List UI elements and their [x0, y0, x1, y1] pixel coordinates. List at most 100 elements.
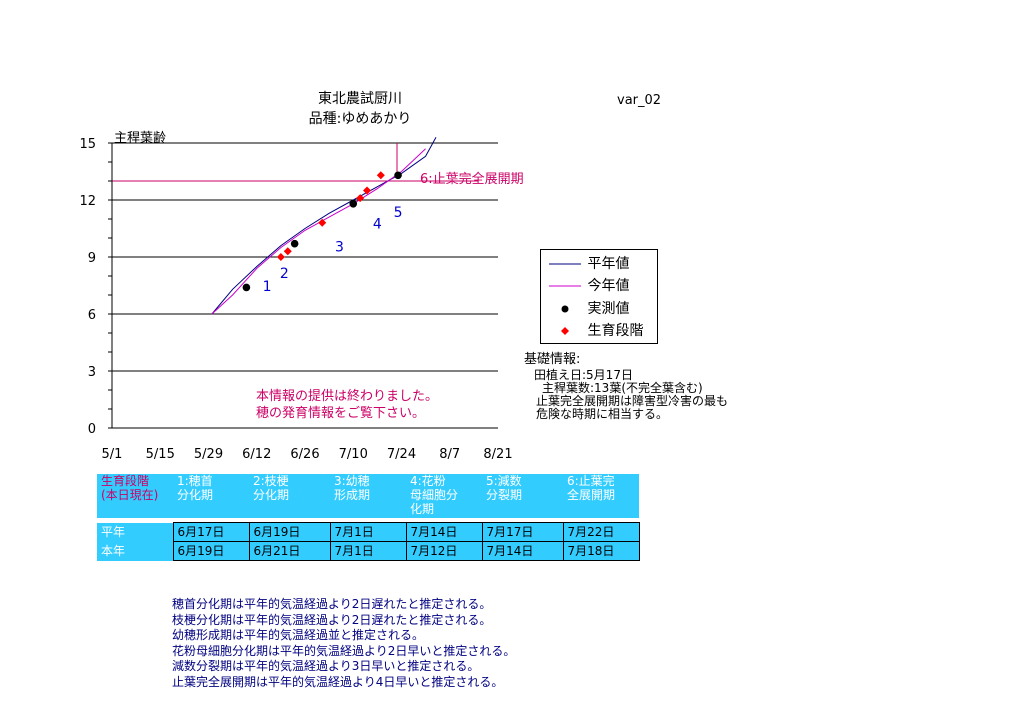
measured-point	[290, 239, 299, 248]
stage-header-label-1: 生育段階	[101, 474, 150, 488]
legend-item-measured: 実測値	[547, 298, 629, 318]
stage-point	[356, 194, 365, 203]
this-year-date-3: 7月1日	[329, 541, 407, 561]
basic-info-leaves: 主稈葉数:13葉(不完全葉含む)	[542, 381, 703, 395]
y-tick-label: 0	[88, 422, 96, 437]
stage-point	[363, 186, 372, 195]
stage-1-line-1: 1:穂首	[177, 474, 213, 488]
normal-date-3: 7月1日	[329, 522, 407, 542]
stage-header-label: 生育段階 (本日現在)	[97, 474, 173, 518]
version-label: var_02	[617, 93, 661, 108]
marker-group	[242, 171, 402, 292]
this-year-date-1: 6月19日	[172, 541, 250, 561]
x-tick-label: 7/24	[387, 447, 416, 462]
note-line: 止葉完全展開期は平年的気温経過より4日早いと推定される。	[172, 674, 504, 689]
stage-header-label-2: (本日現在)	[101, 488, 159, 502]
notice-line-1: 本情報の提供は終わりました。	[256, 389, 439, 404]
x-tick-label: 7/10	[339, 447, 368, 462]
x-tick-label: 6/12	[242, 447, 271, 462]
stage-header-2: 2:枝梗 分化期	[249, 474, 330, 518]
normal-date-6: 7月22日	[562, 522, 640, 542]
normal-year-line	[211, 137, 437, 315]
legend-diamond-icon	[561, 327, 569, 335]
legend-line-this-year	[549, 285, 581, 287]
stage-3-line-2: 形成期	[334, 488, 371, 502]
normal-date-5: 7月17日	[481, 522, 564, 542]
legend-line-normal	[549, 263, 581, 265]
stage-3-line-1: 3:幼穂	[334, 474, 370, 488]
measured-point	[349, 200, 358, 208]
chart-legend: 平年値 今年値 実測値 生育段階	[540, 249, 658, 344]
stage-number-label: 1	[263, 279, 272, 295]
basic-info-planting: 田植え日:5月17日	[534, 368, 633, 382]
legend-item-this-year: 今年値	[547, 275, 629, 295]
stage-point	[276, 253, 285, 261]
stage-header-5: 5:減数 分裂期	[482, 474, 563, 518]
measured-point	[242, 283, 251, 292]
legend-label-normal: 平年値	[587, 256, 630, 272]
x-tick-label: 5/29	[194, 447, 223, 462]
measured-point	[394, 171, 402, 180]
stage-4-line-1: 4:花粉	[410, 474, 446, 488]
basic-info-note-1: 止葉完全展開期は障害型冷害の最も	[536, 394, 729, 408]
estimate-notes: 穂首分化期は平年的気温経過より2日遅れたと推定される。 枝梗分化期は平年的気温経…	[172, 597, 515, 690]
this-year-date-4: 7月12日	[405, 541, 483, 561]
this-year-line	[211, 148, 426, 315]
stage-number-label: 5	[394, 205, 403, 221]
note-line: 減数分裂期は平年的気温経過より3日早いと推定される。	[172, 659, 480, 673]
note-line: 幼穂形成期は平年的気温経過並と推定される。	[172, 628, 425, 642]
end-of-service-notice: 本情報の提供は終わりました。 穂の発育情報をご覧下さい。	[256, 388, 438, 422]
row-label-this-year: 本年	[97, 541, 173, 561]
legend-label-stage: 生育段階	[587, 323, 644, 339]
legend-item-normal: 平年値	[547, 253, 629, 273]
y-axis-label: 主稈葉齢	[114, 131, 166, 146]
x-tick-label: 5/15	[146, 447, 175, 462]
normal-date-1: 6月17日	[172, 522, 250, 542]
notice-line-2: 穂の発育情報をご覧下さい。	[256, 406, 426, 421]
legend-label-this-year: 今年値	[587, 278, 630, 294]
stage-header-1: 1:穂首 分化期	[173, 474, 249, 518]
stage-1-line-2: 分化期	[177, 488, 214, 502]
stage-5-line-1: 5:減数	[486, 474, 522, 488]
y-tick-label: 12	[79, 194, 96, 209]
normal-date-4: 7月14日	[405, 522, 483, 542]
normal-date-2: 6月19日	[248, 522, 331, 542]
y-tick-label: 3	[88, 365, 96, 380]
chart-title: 東北農試厨川	[318, 91, 402, 107]
legend-label-measured: 実測値	[587, 301, 630, 317]
leaf-age-chart: 東北農試厨川 品種:ゆめあかり var_02 主稈葉齢 6:止葉完全展開期 0 3…	[79, 91, 661, 462]
reference-line-label: 6:止葉完全展開期	[420, 171, 524, 187]
stage-row-this-year: 本年 6月19日 6月21日 7月1日 7月12日 7月14日 7月18日	[97, 541, 640, 561]
stage-header-row: 生育段階 (本日現在) 1:穂首 分化期 2:枝梗 分化期 3:幼穂 形成期 4:花粉…	[97, 474, 639, 518]
stage-2-line-1: 2:枝梗	[253, 474, 289, 488]
stage-point	[376, 171, 385, 180]
stage-point	[318, 218, 327, 227]
stage-header-6: 6:止葉完 全展開期	[563, 474, 639, 518]
this-year-date-5: 7月14日	[481, 541, 564, 561]
stage-6-line-1: 6:止葉完	[567, 474, 615, 488]
this-year-date-2: 6月21日	[248, 541, 331, 561]
legend-item-stage: 生育段階	[547, 320, 643, 340]
basic-info-heading: 基礎情報:	[524, 352, 581, 367]
stage-number-label: 4	[373, 217, 382, 233]
stage-row-normal: 平年 6月17日 6月19日 7月1日 7月14日 7月17日 7月22日	[97, 522, 640, 542]
stage-4-line-2: 母細胞分	[410, 488, 459, 502]
y-tick-label: 15	[79, 137, 96, 152]
stage-label-group: 12 3 45	[263, 205, 403, 295]
stage-point	[283, 247, 292, 256]
stage-6-line-2: 全展開期	[567, 488, 616, 502]
y-tick-label: 9	[88, 251, 96, 266]
stage-2-line-2: 分化期	[253, 488, 290, 502]
note-line: 花粉母細胞分化期は平年的気温経過より2日早いと推定される。	[172, 643, 516, 658]
basic-info: 基礎情報: 田植え日:5月17日 主稈葉数:13葉(不完全葉含む) 止葉完全展開…	[524, 353, 728, 421]
grid-lines	[112, 142, 498, 429]
row-label-normal: 平年	[97, 522, 173, 542]
note-line: 穂首分化期は平年的気温経過より2日遅れたと推定される。	[172, 597, 492, 611]
basic-info-note-2: 危険な時期に相当する。	[536, 407, 669, 421]
x-tick-label: 5/1	[102, 447, 123, 462]
y-tick-label: 6	[88, 308, 96, 323]
stage-number-label: 3	[335, 239, 344, 255]
x-tick-label: 8/21	[483, 447, 512, 462]
reference-line-group: 6:止葉完全展開期	[112, 143, 524, 187]
